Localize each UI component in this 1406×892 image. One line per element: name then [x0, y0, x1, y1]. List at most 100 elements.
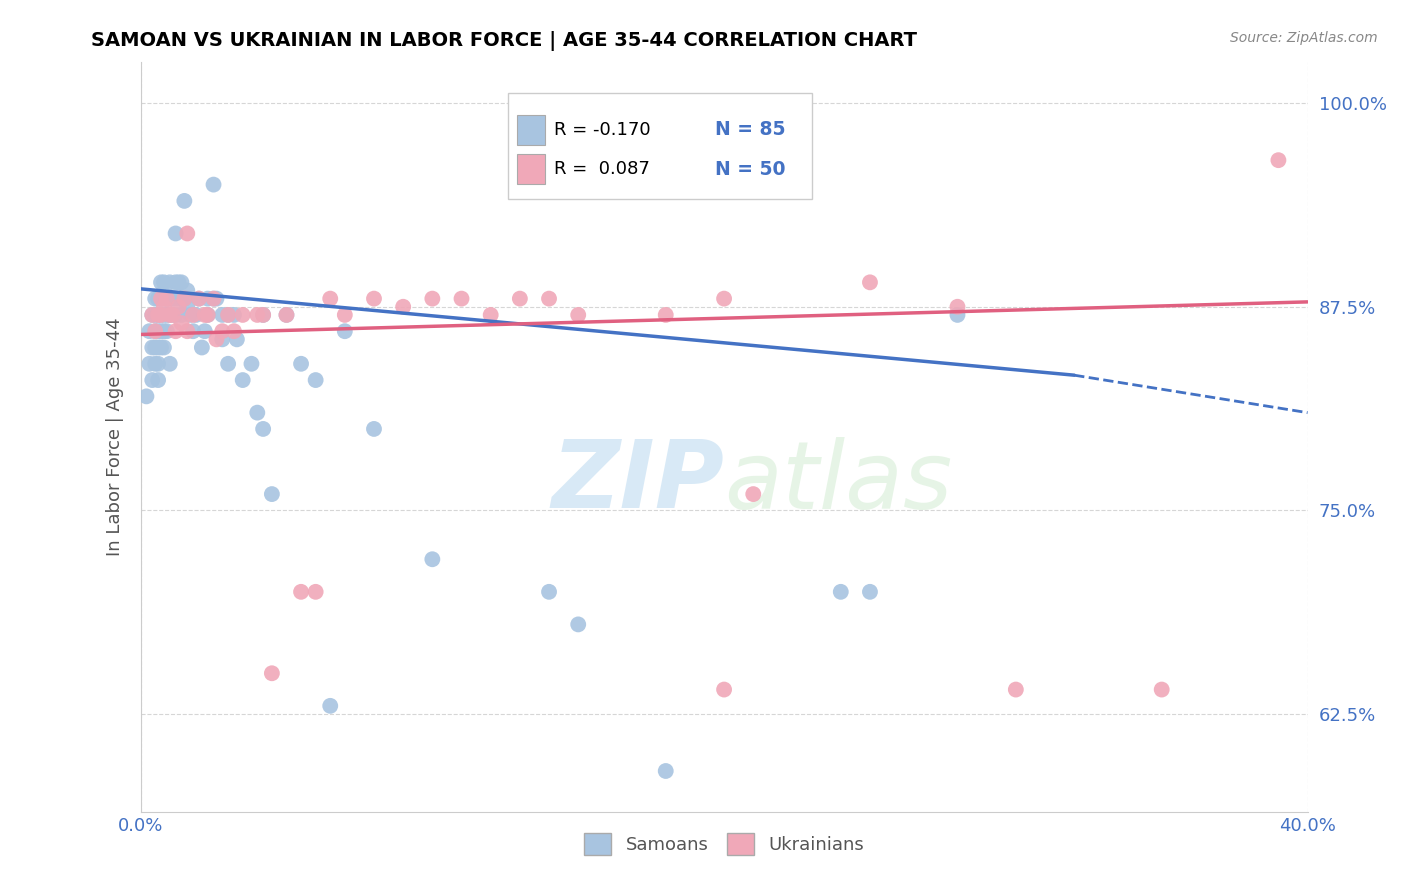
Point	[146, 357, 169, 371]
Point	[246, 308, 269, 322]
Point	[156, 324, 179, 338]
Point	[159, 276, 181, 290]
Point	[713, 292, 735, 306]
Point	[232, 308, 254, 322]
Y-axis label: In Labor Force | Age 35-44: In Labor Force | Age 35-44	[105, 318, 124, 557]
Point	[202, 178, 225, 192]
Text: R =  0.087: R = 0.087	[554, 161, 650, 178]
Point	[742, 487, 765, 501]
Point	[222, 324, 245, 338]
Point	[162, 308, 184, 322]
Point	[260, 666, 283, 681]
Point	[146, 308, 169, 322]
Point	[173, 292, 195, 306]
Point	[167, 300, 190, 314]
Point	[655, 764, 678, 778]
Point	[138, 324, 160, 338]
Point	[135, 389, 157, 403]
Point	[232, 373, 254, 387]
Point	[859, 584, 882, 599]
Point	[153, 324, 176, 338]
Point	[567, 308, 589, 322]
Point	[260, 487, 283, 501]
Point	[143, 308, 166, 322]
Point	[252, 308, 274, 322]
Text: N = 50: N = 50	[714, 160, 785, 178]
Point	[240, 357, 263, 371]
Point	[567, 617, 589, 632]
Point	[222, 308, 245, 322]
Point	[479, 308, 502, 322]
Point	[1150, 682, 1173, 697]
Point	[211, 308, 233, 322]
Point	[205, 332, 228, 346]
Point	[146, 292, 169, 306]
Point	[333, 308, 356, 322]
Point	[159, 292, 181, 306]
Point	[159, 308, 181, 322]
Point	[188, 292, 211, 306]
Point	[153, 308, 176, 322]
Point	[170, 308, 193, 322]
Point	[217, 308, 239, 322]
Point	[946, 300, 969, 314]
Text: R = -0.170: R = -0.170	[554, 121, 651, 139]
Point	[143, 357, 166, 371]
Point	[141, 341, 163, 355]
Point	[246, 406, 269, 420]
Point	[179, 308, 201, 322]
Point	[655, 308, 678, 322]
Point	[305, 584, 328, 599]
Point	[333, 324, 356, 338]
Point	[143, 324, 166, 338]
Point	[197, 308, 219, 322]
Point	[217, 357, 239, 371]
FancyBboxPatch shape	[508, 93, 811, 199]
Point	[422, 292, 444, 306]
Point	[150, 276, 173, 290]
Text: SAMOAN VS UKRAINIAN IN LABOR FORCE | AGE 35-44 CORRELATION CHART: SAMOAN VS UKRAINIAN IN LABOR FORCE | AGE…	[91, 31, 917, 51]
Point	[194, 324, 217, 338]
Point	[165, 324, 187, 338]
Point	[830, 584, 852, 599]
Point	[859, 276, 882, 290]
Point	[165, 292, 187, 306]
Point	[153, 300, 176, 314]
Point	[153, 292, 176, 306]
Point	[363, 292, 385, 306]
Point	[156, 308, 179, 322]
Text: atlas: atlas	[724, 436, 952, 527]
Point	[202, 292, 225, 306]
Point	[191, 341, 214, 355]
Point	[252, 308, 274, 322]
Point	[173, 194, 195, 208]
Point	[150, 292, 173, 306]
Point	[167, 276, 190, 290]
Point	[176, 300, 198, 314]
Point	[138, 357, 160, 371]
Point	[713, 682, 735, 697]
Point	[176, 227, 198, 241]
Point	[162, 308, 184, 322]
Point	[150, 308, 173, 322]
Point	[150, 341, 173, 355]
Point	[211, 324, 233, 338]
Point	[170, 316, 193, 330]
Legend: Samoans, Ukrainians: Samoans, Ukrainians	[576, 826, 872, 863]
Point	[150, 308, 173, 322]
Point	[150, 292, 173, 306]
Point	[167, 292, 190, 306]
Point	[181, 324, 204, 338]
Text: Source: ZipAtlas.com: Source: ZipAtlas.com	[1230, 31, 1378, 45]
Point	[176, 324, 198, 338]
Point	[276, 308, 298, 322]
Point	[1267, 153, 1289, 168]
Point	[156, 292, 179, 306]
Point	[146, 373, 169, 387]
Point	[1005, 682, 1028, 697]
Point	[150, 324, 173, 338]
Point	[422, 552, 444, 566]
Point	[509, 292, 531, 306]
Point	[290, 357, 312, 371]
Point	[165, 308, 187, 322]
